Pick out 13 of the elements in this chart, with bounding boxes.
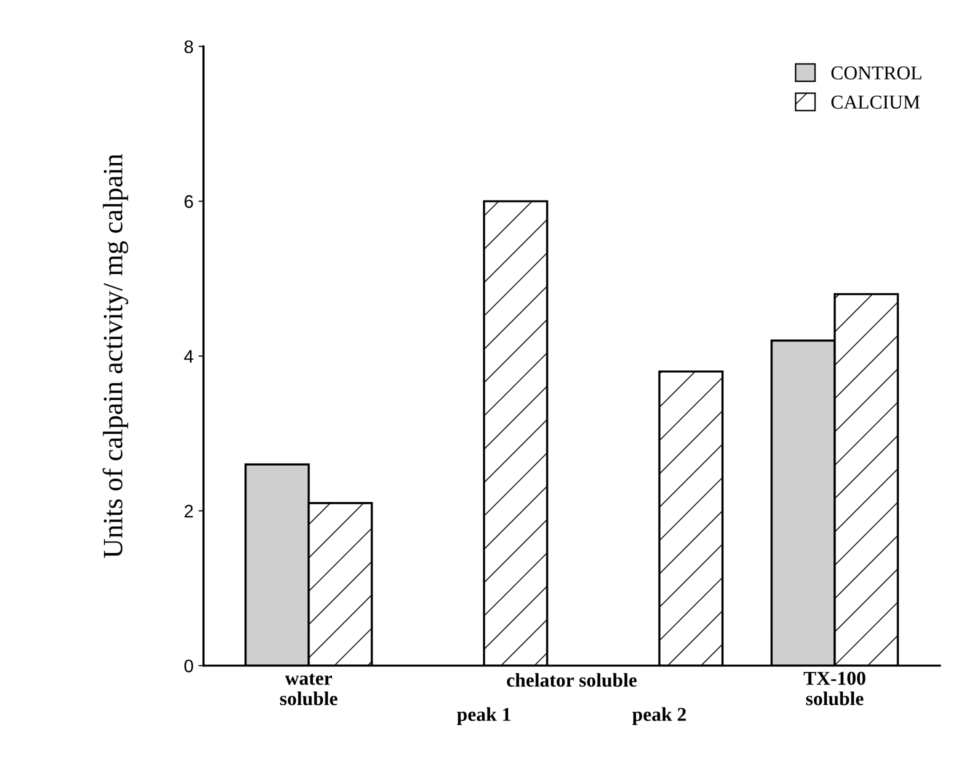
x-tick-label: TX-100 soluble [804, 672, 866, 706]
x-tick-label: peak 1 [457, 707, 510, 725]
y-tick-label: 2 [184, 504, 193, 518]
y-tick-label: 8 [184, 40, 193, 54]
text: chelator soluble [506, 673, 637, 687]
y-tick-label: 0 [184, 660, 194, 672]
y-axis-title: Units of calpain activity/ mg calpain [102, 154, 128, 558]
y-tick-label: 4 [184, 350, 194, 363]
x-tick-label: peak 2 [632, 707, 686, 725]
legend-label: CALCIUM [831, 96, 920, 109]
legend-label: CONTROL [831, 66, 922, 80]
y-tick-label: 6 [184, 195, 193, 208]
x-tick-label: water soluble [280, 674, 338, 706]
